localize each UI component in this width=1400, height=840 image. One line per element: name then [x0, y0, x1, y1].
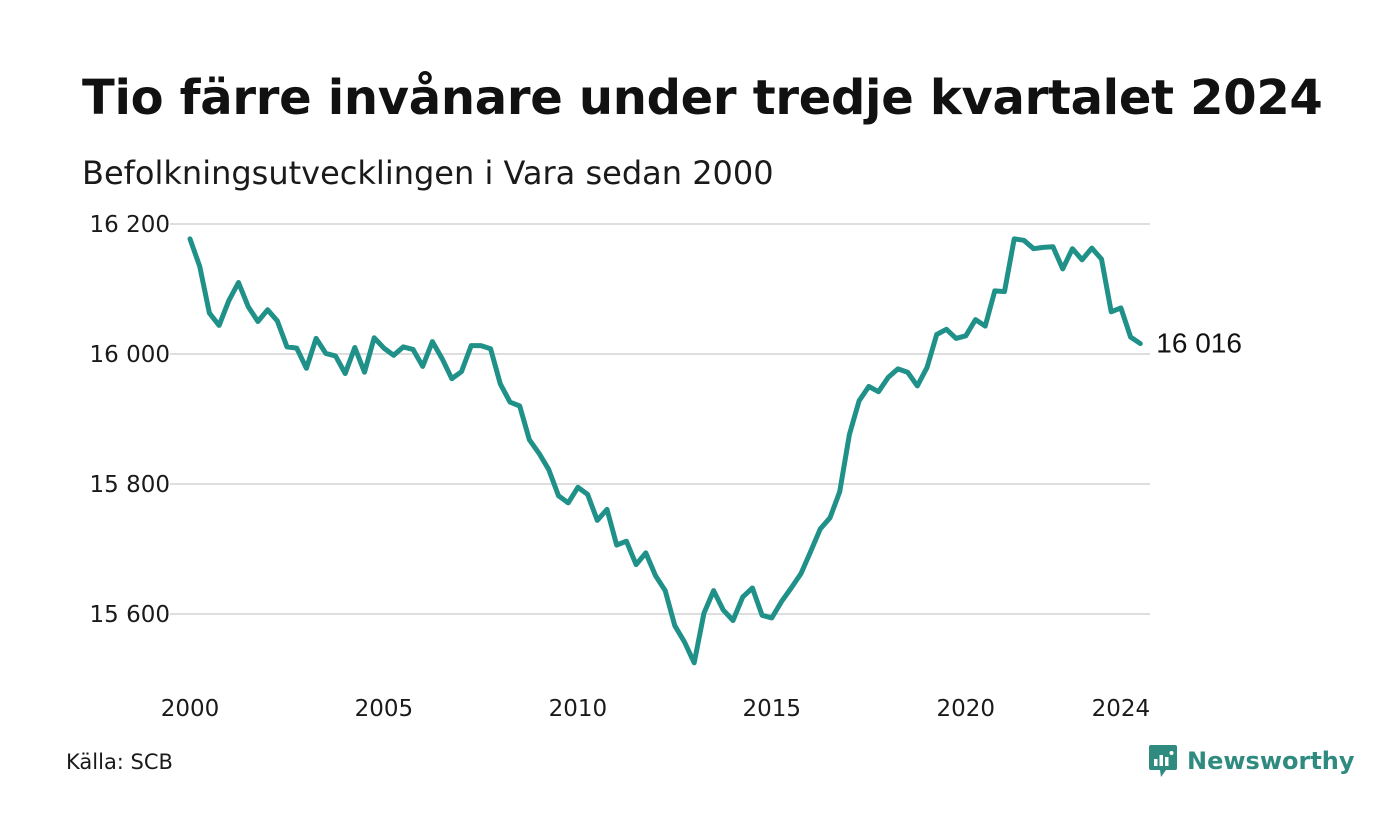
x-tick-label: 2015 — [743, 696, 802, 722]
source-note: Källa: SCB — [66, 750, 173, 774]
x-tick-label: 2020 — [936, 696, 995, 722]
y-axis-tick-labels: 16 200 16 000 15 800 15 600 — [90, 212, 170, 628]
y-tick-label: 16 000 — [90, 342, 170, 368]
brand-name: Newsworthy — [1187, 747, 1355, 775]
x-tick-label: 2010 — [549, 696, 608, 722]
x-tick-label: 2005 — [355, 696, 414, 722]
newsworthy-logo-icon — [1149, 745, 1177, 777]
population-series-line — [187, 236, 1143, 666]
x-tick-label: 2024 — [1092, 696, 1151, 722]
chart-subtitle: Befolkningsutvecklingen i Vara sedan 200… — [82, 154, 774, 192]
y-tick-label: 16 200 — [90, 212, 170, 238]
x-tick-label: 2000 — [161, 696, 220, 722]
y-tick-label: 15 600 — [90, 602, 170, 628]
chart-title: Tio färre invånare under tredje kvartale… — [82, 70, 1323, 126]
y-tick-label: 15 800 — [90, 472, 170, 498]
gridlines — [170, 223, 1150, 615]
x-axis-tick-labels: 2000 2005 2010 2015 2020 2024 — [161, 696, 1150, 722]
end-value-label: 16 016 — [1156, 328, 1242, 359]
brand-logo: Newsworthy — [1148, 744, 1355, 778]
